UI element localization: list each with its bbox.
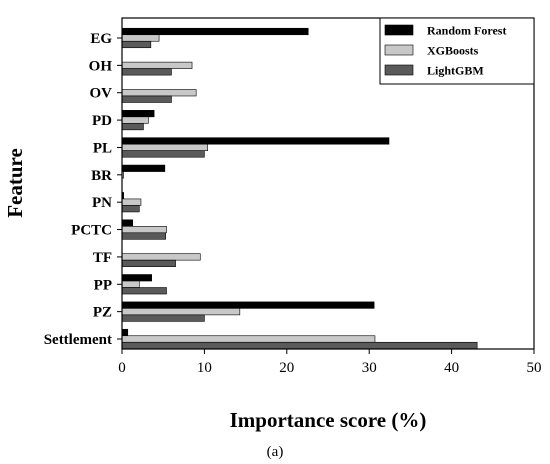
legend-swatch-random-forest <box>384 24 414 36</box>
bar-random-forest-pl <box>121 137 390 145</box>
y-tick-label-ov: OV <box>90 86 113 102</box>
y-tick-label-tf: TF <box>93 250 112 266</box>
bar-random-forest-pp <box>121 274 152 282</box>
y-tick-label-pctc: PCTC <box>71 223 112 239</box>
bar-xgboosts-tf <box>121 253 201 261</box>
y-tick-label-br: BR <box>91 168 112 184</box>
x-axis: 0 10 20 30 40 50 <box>118 349 542 376</box>
legend-label-lightgbm: LightGBM <box>427 64 484 78</box>
y-tick-label-pl: PL <box>93 140 112 156</box>
plot-frame <box>121 17 535 350</box>
x-axis-title: Importance score (%) <box>230 408 427 432</box>
y-axis-title: Feature <box>3 148 27 218</box>
y-tick-label-oh: OH <box>89 58 113 74</box>
legend: Random Forest XGBoosts LightGBM <box>379 17 535 85</box>
bar-random-forest-eg <box>121 27 309 36</box>
x-tick-label-0: 0 <box>118 360 126 376</box>
bar-lightgbm-settlement <box>121 341 478 350</box>
x-tick-label-20: 20 <box>279 360 294 376</box>
bar-lightgbm-pz <box>121 314 205 322</box>
y-tick-label-pp: PP <box>94 277 112 293</box>
bar-xgboosts-eg <box>121 34 160 42</box>
bar-lightgbm-pctc <box>121 232 166 240</box>
x-tick-label-30: 30 <box>362 360 377 376</box>
bar-xgboosts-pn <box>121 198 142 206</box>
bar-random-forest-br <box>121 164 166 172</box>
x-tick-label-40: 40 <box>444 360 459 376</box>
bars-group <box>121 27 478 350</box>
legend-swatch-xgboosts <box>384 44 414 56</box>
legend-swatch-lightgbm <box>384 64 414 76</box>
y-tick-label-settlement: Settlement <box>44 332 112 348</box>
bar-xgboosts-oh <box>121 61 193 69</box>
bar-random-forest-pz <box>121 301 375 309</box>
legend-label-random-forest: Random Forest <box>427 24 506 38</box>
bar-lightgbm-tf <box>121 259 176 267</box>
bar-lightgbm-ov <box>121 95 172 103</box>
y-axis: EG OH OV PD PL BR PN PCTC TF PP PZ Settlement <box>44 31 122 348</box>
y-tick-label-pd: PD <box>92 113 112 129</box>
bar-lightgbm-oh <box>121 68 172 76</box>
bar-lightgbm-pd <box>121 123 144 131</box>
bar-random-forest-pd <box>121 110 155 118</box>
legend-label-xgboosts: XGBoosts <box>427 44 479 58</box>
bar-lightgbm-pn <box>121 205 140 213</box>
y-tick-label-pn: PN <box>92 195 112 211</box>
bar-lightgbm-pl <box>121 150 205 158</box>
x-tick-label-50: 50 <box>527 360 542 376</box>
bar-lightgbm-pp <box>121 287 167 295</box>
bar-xgboosts-pz <box>121 308 241 316</box>
figure-caption: (a) <box>267 444 284 460</box>
y-tick-label-pz: PZ <box>93 305 112 321</box>
bar-xgboosts-ov <box>121 89 197 97</box>
bar-xgboosts-settlement <box>121 335 376 343</box>
bar-random-forest-pctc <box>121 219 134 227</box>
bar-xgboosts-pl <box>121 143 208 152</box>
bar-xgboosts-pctc <box>121 225 167 234</box>
y-tick-label-eg: EG <box>90 31 112 47</box>
x-tick-label-10: 10 <box>197 360 212 376</box>
bar-xgboosts-pp <box>121 280 140 288</box>
bar-xgboosts-pd <box>121 116 149 124</box>
bar-lightgbm-eg <box>121 40 152 49</box>
bar-random-forest-settlement <box>121 328 129 337</box>
